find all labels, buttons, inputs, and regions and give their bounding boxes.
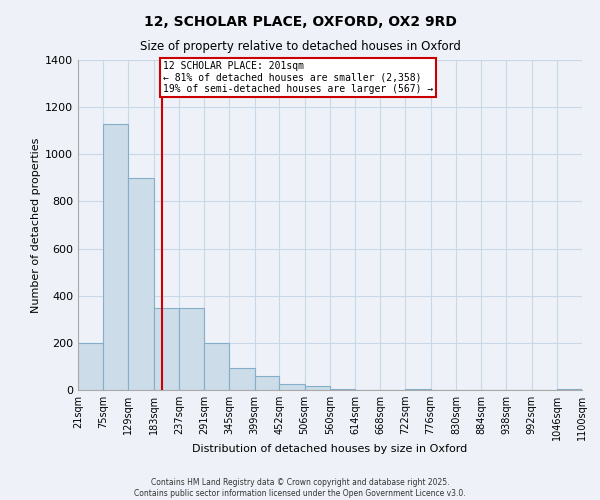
Bar xyxy=(78,343,103,390)
Bar xyxy=(557,389,582,390)
Bar xyxy=(103,124,128,390)
Bar xyxy=(179,308,204,390)
Bar xyxy=(305,386,330,390)
Bar xyxy=(229,368,254,390)
Bar xyxy=(330,389,355,390)
Bar xyxy=(254,376,280,390)
Text: Contains HM Land Registry data © Crown copyright and database right 2025.
Contai: Contains HM Land Registry data © Crown c… xyxy=(134,478,466,498)
X-axis label: Distribution of detached houses by size in Oxford: Distribution of detached houses by size … xyxy=(193,444,467,454)
Y-axis label: Number of detached properties: Number of detached properties xyxy=(31,138,41,312)
Bar xyxy=(128,178,154,390)
Text: 12 SCHOLAR PLACE: 201sqm
← 81% of detached houses are smaller (2,358)
19% of sem: 12 SCHOLAR PLACE: 201sqm ← 81% of detach… xyxy=(163,61,433,94)
Bar xyxy=(280,384,305,390)
Bar xyxy=(406,389,431,390)
Bar xyxy=(154,308,179,390)
Text: 12, SCHOLAR PLACE, OXFORD, OX2 9RD: 12, SCHOLAR PLACE, OXFORD, OX2 9RD xyxy=(143,15,457,29)
Text: Size of property relative to detached houses in Oxford: Size of property relative to detached ho… xyxy=(140,40,460,53)
Bar xyxy=(204,343,229,390)
